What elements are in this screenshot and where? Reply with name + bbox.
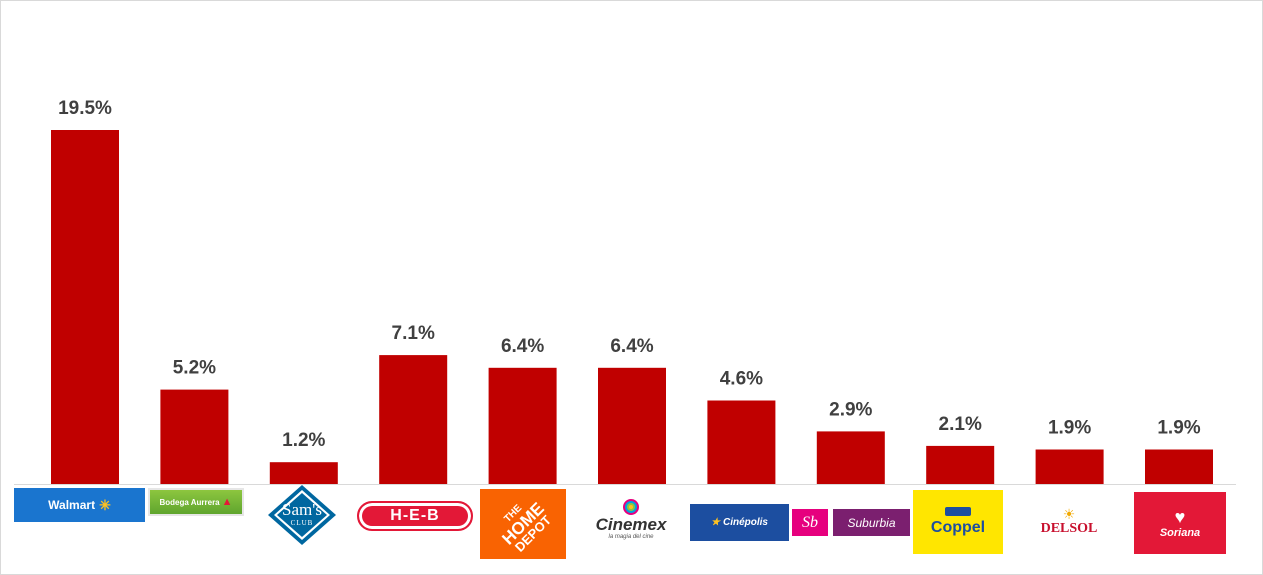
value-label-del-sol: 1.9% [1048,418,1091,439]
bar-soriana [1145,449,1213,484]
value-label-cin-polis: 4.6% [720,369,763,390]
home-depot-logo: THE HOME DEPOT [480,489,566,559]
bodega-logo-text: Bodega Aurrera [159,497,220,507]
soriana-logo-text: Soriana [1159,527,1201,539]
heb-logo: H-E-B [357,501,473,531]
value-label-the-home-depot: 6.4% [501,336,544,357]
spark-icon: ✳ [99,496,111,513]
sams-logo-club: CLUB [290,519,314,527]
value-label-sam-s-club: 1.2% [282,430,325,451]
value-label-coppel: 2.1% [939,414,982,435]
bar-cin-polis [707,400,776,484]
suburbia-logo-text: Suburbia [847,515,896,530]
cinemex-logo-text: Cinemex [595,515,667,534]
walmart-logo: Walmart ✳ [14,488,145,522]
heb-logo-text: H-E-B [390,507,440,524]
bar-sam-s-club [269,462,338,484]
soriana-logo: ♥ Soriana [1134,492,1226,554]
bar-cinemex [598,367,666,484]
suburbia-logo-mark: Sb [792,509,828,536]
delsol-logo: ☀ DELSOL [1035,496,1103,548]
bar-suburbia [816,431,885,484]
bar-del-sol [1035,449,1104,484]
bar-the-home-depot [488,367,557,484]
sams-club-logo: Sam's CLUB [267,484,337,546]
walmart-logo-text: Walmart [48,498,96,512]
value-label-bodega-aurrera: 5.2% [173,358,216,379]
sun-icon: ☀ [1062,506,1076,522]
bars-group [51,130,1213,484]
diamond-logo [268,485,336,545]
value-label-walmart: 19.5% [58,98,112,119]
bar-coppel [926,445,995,484]
coppel-logo-text: Coppel [930,519,986,536]
value-label-h-e-b: 7.1% [392,323,435,344]
value-label-cinemex: 6.4% [610,336,653,357]
bar-walmart [51,130,119,484]
cinepolis-logo-text: Cinépolis [722,517,768,528]
value-label-suburbia: 2.9% [829,399,872,420]
delsol-logo-text: DELSOL [1040,521,1098,536]
value-labels-group: 19.5% 5.2% 1.2% 7.1% 6.4% 6.4% 4.6% 2.9% 2.1% 1.9… [58,98,1201,451]
value-label-soriana: 1.9% [1157,418,1200,439]
coppel-key-icon [945,507,971,516]
soriana-heart-icon: ♥ [1174,507,1186,527]
bar-bodega-aurrera [160,389,229,484]
suburbia-logo-mark-text: Sb [802,513,818,531]
cinemex-logo: Cinemex la magia del cine [577,496,685,542]
bodega-aurrera-logo: Bodega Aurrera ▲ [148,488,244,516]
star-icon: ★ [711,517,720,528]
cinepolis-logo: ★ Cinépolis [690,504,789,541]
coppel-logo: Coppel [913,490,1003,554]
suburbia-logo: Suburbia [833,509,910,536]
swirl-icon [623,499,639,515]
bar-h-e-b [379,355,448,484]
cinemex-logo-tagline: la magia del cine [608,534,654,540]
bodega-logo-icon: ▲ [221,496,233,508]
sams-logo-name: Sam's [282,500,322,519]
